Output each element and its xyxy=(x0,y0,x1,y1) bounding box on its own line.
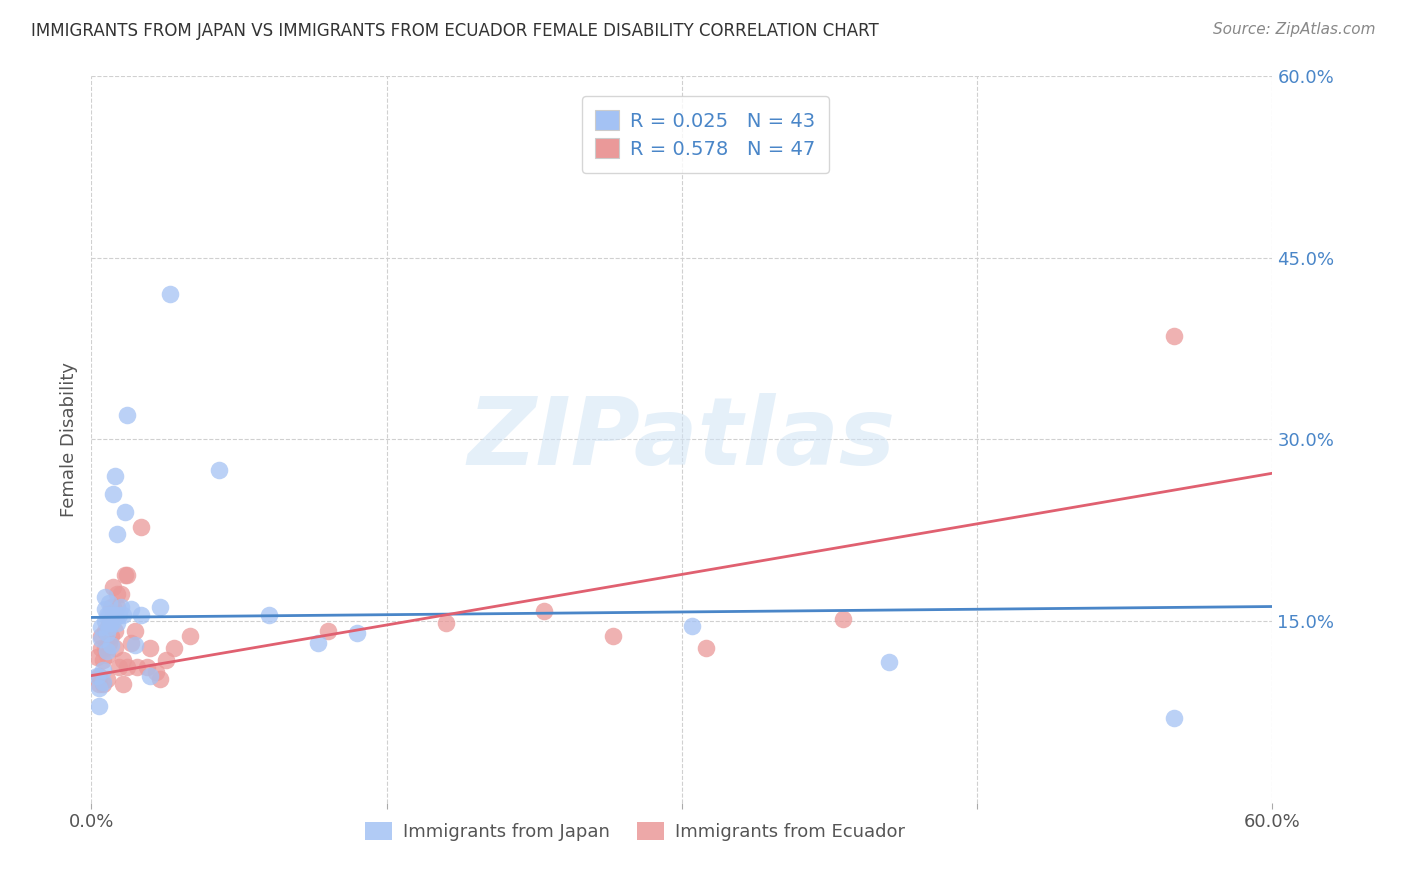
Point xyxy=(110,587,132,601)
Point xyxy=(94,614,117,628)
Point xyxy=(101,599,124,614)
Point xyxy=(98,616,121,631)
Legend: Immigrants from Japan, Immigrants from Ecuador: Immigrants from Japan, Immigrants from E… xyxy=(357,814,911,848)
Point xyxy=(108,660,131,674)
Point xyxy=(100,616,122,631)
Point xyxy=(96,672,118,686)
Point xyxy=(96,607,118,622)
Point xyxy=(125,660,148,674)
Point xyxy=(129,519,152,533)
Point xyxy=(307,636,329,650)
Point xyxy=(94,624,117,638)
Point xyxy=(111,607,134,622)
Point xyxy=(96,648,118,662)
Point xyxy=(434,616,457,631)
Text: IMMIGRANTS FROM JAPAN VS IMMIGRANTS FROM ECUADOR FEMALE DISABILITY CORRELATION C: IMMIGRANTS FROM JAPAN VS IMMIGRANTS FROM… xyxy=(31,22,879,40)
Point xyxy=(91,653,114,667)
Point xyxy=(149,599,172,614)
Point xyxy=(257,607,280,622)
Point xyxy=(681,619,703,633)
Point xyxy=(94,640,117,655)
Point xyxy=(159,286,181,301)
Point xyxy=(111,677,134,691)
Point xyxy=(90,632,112,647)
Point xyxy=(89,681,111,695)
Point xyxy=(89,668,111,682)
Point xyxy=(90,640,112,655)
Point xyxy=(91,677,114,691)
Text: ZIPatlas: ZIPatlas xyxy=(468,393,896,485)
Point xyxy=(877,655,900,669)
Point xyxy=(179,629,201,643)
Point xyxy=(163,640,186,655)
Point xyxy=(100,629,122,643)
Point xyxy=(101,614,124,628)
Point xyxy=(89,698,111,713)
Point xyxy=(120,636,142,650)
Point xyxy=(100,607,122,622)
Point xyxy=(98,620,121,634)
Point xyxy=(346,626,368,640)
Point xyxy=(114,568,136,582)
Point xyxy=(91,663,114,677)
Point xyxy=(1163,329,1185,343)
Point xyxy=(129,607,152,622)
Point xyxy=(96,626,118,640)
Point xyxy=(90,629,112,643)
Point xyxy=(695,640,717,655)
Point xyxy=(111,653,134,667)
Point xyxy=(832,612,855,626)
Point xyxy=(100,599,122,614)
Point xyxy=(124,624,146,638)
Point xyxy=(110,599,132,614)
Point xyxy=(149,672,172,686)
Point xyxy=(100,638,122,652)
Point xyxy=(104,640,127,655)
Point xyxy=(135,660,157,674)
Point xyxy=(105,587,128,601)
Y-axis label: Female Disability: Female Disability xyxy=(59,362,77,516)
Point xyxy=(316,624,339,638)
Point xyxy=(101,487,124,501)
Point xyxy=(120,602,142,616)
Point xyxy=(90,620,112,634)
Point xyxy=(105,599,128,614)
Point xyxy=(105,616,128,631)
Point xyxy=(98,607,121,622)
Point xyxy=(98,636,121,650)
Point xyxy=(100,612,122,626)
Point xyxy=(115,408,138,422)
Point xyxy=(139,640,162,655)
Point xyxy=(101,580,124,594)
Point xyxy=(155,653,177,667)
Point xyxy=(139,668,162,682)
Point xyxy=(115,660,138,674)
Point xyxy=(94,602,117,616)
Point xyxy=(104,607,127,622)
Point xyxy=(1163,711,1185,725)
Point xyxy=(96,644,118,658)
Point xyxy=(86,668,108,682)
Point xyxy=(145,665,167,679)
Point xyxy=(208,462,231,476)
Point xyxy=(104,468,127,483)
Text: Source: ZipAtlas.com: Source: ZipAtlas.com xyxy=(1212,22,1375,37)
Point xyxy=(105,526,128,541)
Point xyxy=(115,568,138,582)
Point xyxy=(86,650,108,665)
Point xyxy=(108,607,131,622)
Point xyxy=(124,638,146,652)
Point xyxy=(114,505,136,519)
Point xyxy=(91,674,114,689)
Point xyxy=(533,604,555,618)
Point xyxy=(104,624,127,638)
Point xyxy=(94,590,117,604)
Point xyxy=(602,629,624,643)
Point xyxy=(89,677,111,691)
Point xyxy=(98,596,121,610)
